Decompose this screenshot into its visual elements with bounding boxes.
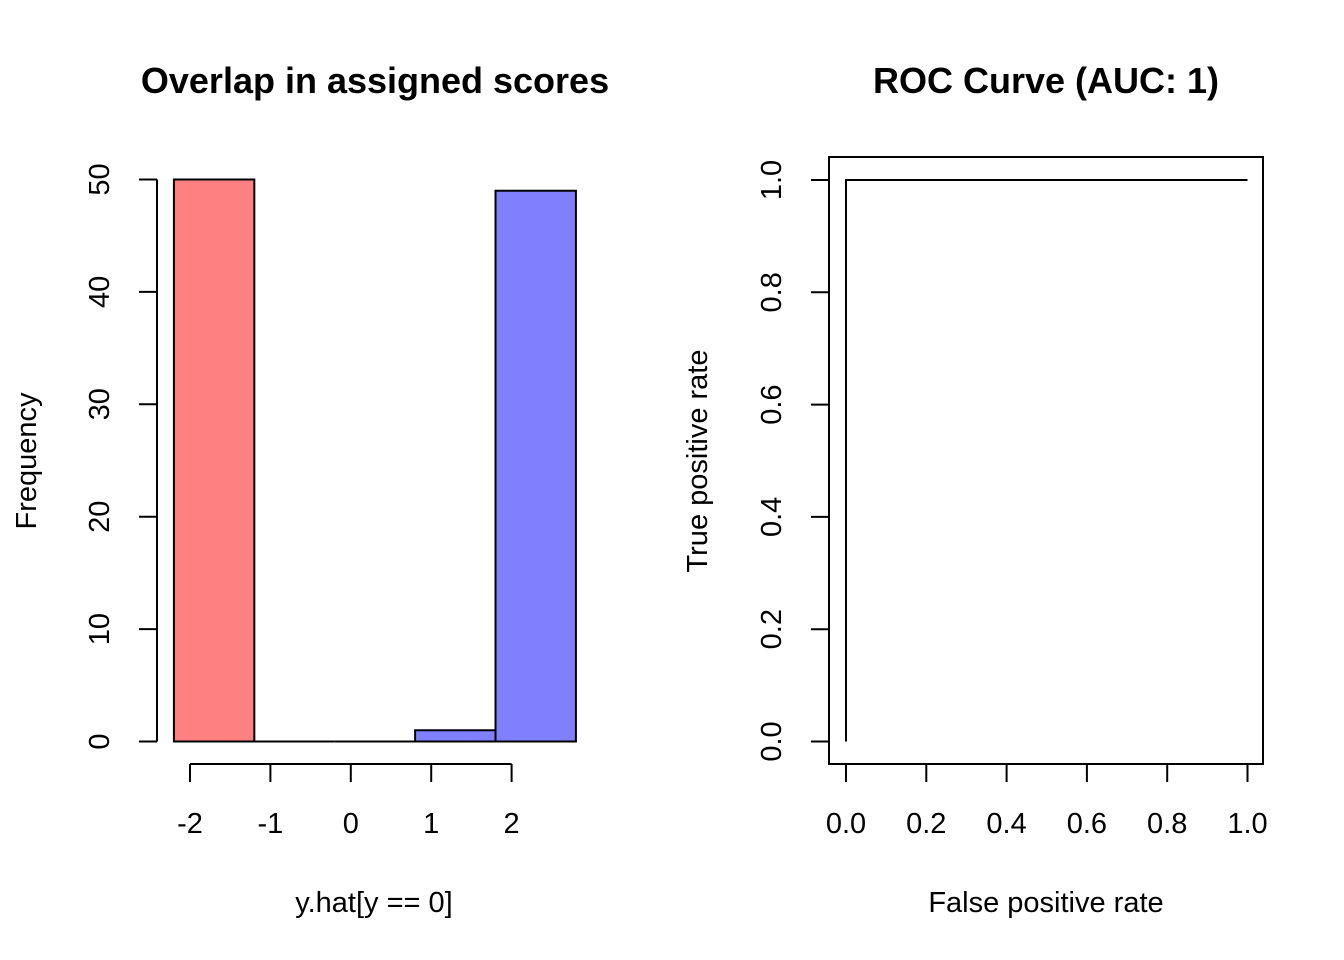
roc-y-axis-label: True positive rate: [682, 350, 714, 573]
histogram-bars: [172, 178, 577, 743]
histogram-title: Overlap in assigned scores: [141, 60, 609, 101]
roc-x-tick-label: 0.2: [906, 808, 946, 840]
histogram-bar: [172, 178, 256, 743]
histogram-bar: [414, 729, 497, 743]
roc-x-tick-label: 0.4: [986, 808, 1026, 840]
roc-x-tick-label: 0.8: [1147, 808, 1187, 840]
roc-title: ROC Curve (AUC: 1): [873, 60, 1219, 101]
histogram-x-axis: -2 -1 0 1 2: [177, 763, 520, 840]
roc-y-axis: 0.0 0.2 0.4 0.6 0.8 1.0: [756, 160, 830, 762]
roc-y-tick-label: 0.2: [756, 609, 788, 649]
histogram-y-tick-label: 10: [84, 613, 116, 645]
roc-x-axis-label: False positive rate: [928, 887, 1163, 919]
histogram-y-axis-label: Frequency: [11, 392, 43, 530]
histogram-y-tick-label: 50: [84, 163, 116, 195]
histogram-y-tick-label: 0: [84, 733, 116, 749]
roc-panel: ROC Curve (AUC: 1) False positive rate T…: [682, 60, 1268, 919]
histogram-x-tick-label: -1: [258, 808, 284, 840]
histogram-x-tick-label: 0: [343, 808, 359, 840]
roc-curve-line: [845, 179, 1248, 742]
roc-y-tick-label: 0.4: [756, 497, 788, 537]
histogram-y-axis: 0 10 20 30 40 50: [84, 163, 158, 750]
histogram-bar: [494, 189, 577, 743]
roc-curve: [845, 179, 1248, 742]
histogram-x-tick-label: 1: [423, 808, 439, 840]
histogram-y-tick-label: 20: [84, 501, 116, 533]
roc-y-tick-label: 1.0: [756, 160, 788, 200]
histogram-y-tick-label: 30: [84, 388, 116, 420]
roc-y-tick-label: 0.0: [756, 721, 788, 761]
histogram-y-tick-label: 40: [84, 276, 116, 308]
histogram-x-axis-label: y.hat[y == 0]: [295, 887, 452, 919]
histogram-x-tick-label: -2: [177, 808, 203, 840]
roc-x-tick-label: 1.0: [1227, 808, 1267, 840]
roc-x-axis: 0.0 0.2 0.4 0.6 0.8 1.0: [826, 763, 1268, 840]
roc-x-tick-label: 0.0: [826, 808, 866, 840]
histogram-panel: Overlap in assigned scores y.hat[y == 0]…: [11, 60, 609, 919]
roc-y-tick-label: 0.6: [756, 384, 788, 424]
histogram-x-tick-label: 2: [504, 808, 520, 840]
roc-x-tick-label: 0.6: [1067, 808, 1107, 840]
roc-y-tick-label: 0.8: [756, 272, 788, 312]
